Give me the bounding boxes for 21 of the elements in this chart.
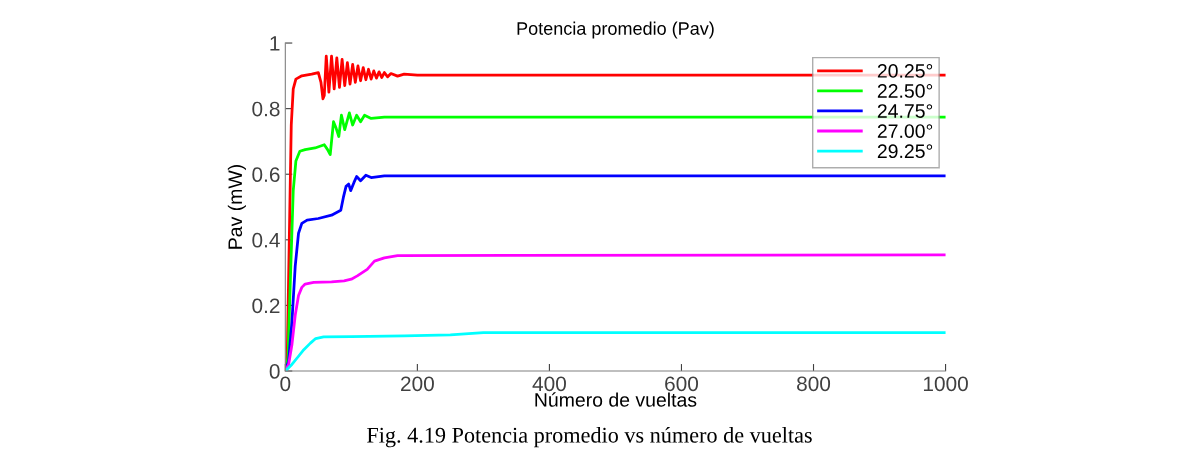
x-tick-label: 400	[532, 376, 566, 392]
x-tick-label: 800	[797, 376, 831, 392]
x-axis-title: Número de vueltas	[535, 392, 697, 407]
x-tick-label: 0	[280, 376, 291, 392]
y-tick-label: 0.4	[252, 232, 280, 248]
y-tick-label: 0.6	[252, 167, 280, 182]
legend-label: 29.25°	[877, 144, 933, 159]
chart-title: Potencia promedio (Pav)	[517, 21, 714, 39]
legend-label: 24.75°	[877, 104, 933, 118]
x-tick-label: 1000	[923, 376, 968, 392]
y-tick-label: 0	[269, 364, 280, 379]
legend-label: 20.25°	[877, 64, 933, 78]
x-tick-label: 200	[401, 376, 434, 392]
caption: Fig. 4.19 Potencia promedio vs número de vueltas	[367, 427, 812, 448]
legend-label: 22.50°	[877, 84, 933, 98]
legend-label: 27.00°	[877, 124, 933, 138]
y-axis-title: Pav (mW)	[227, 165, 246, 249]
y-tick-label: 0.2	[252, 298, 280, 314]
x-tick-label: 600	[665, 376, 699, 392]
y-tick-label: 1	[270, 36, 280, 51]
y-tick-label: 0.8	[252, 101, 280, 117]
